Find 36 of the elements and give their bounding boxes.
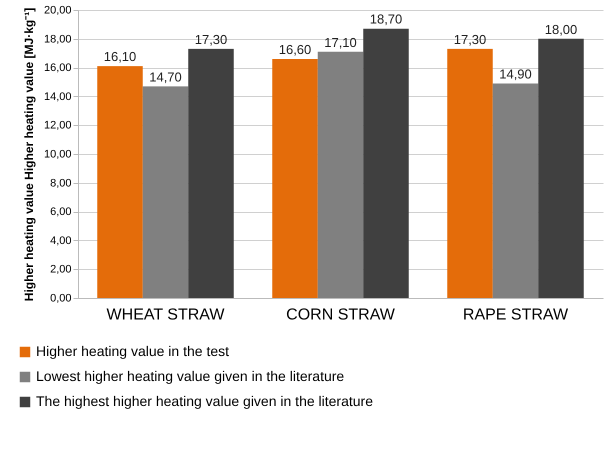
y-axis-title: Higher heating value Higher heating value [MJ·kg⁻¹] (22, 8, 36, 302)
y-tick-label: 10,00 (44, 148, 72, 160)
data-label: 14,70 (149, 69, 182, 84)
bar (447, 48, 493, 298)
legend-label: Higher heating value in the test (36, 343, 230, 359)
data-label: 16,10 (104, 49, 136, 64)
data-label: 17,30 (454, 32, 486, 47)
data-label: 17,30 (194, 32, 228, 47)
x-tick-label: RAPE STRAW (462, 306, 569, 324)
y-tick-label: 4,00 (50, 234, 72, 247)
bar (492, 83, 538, 298)
x-tick-label: CORN STRAW (286, 306, 396, 324)
y-tick-label: 6,00 (50, 206, 72, 218)
data-label: 18,70 (370, 12, 402, 27)
bar (363, 28, 409, 298)
bar (97, 66, 143, 298)
y-tick-label: 12,00 (44, 120, 72, 132)
legend-label: Lowest higher heating value given in the literature (36, 368, 344, 384)
bar (318, 52, 364, 298)
bar (142, 86, 188, 298)
data-label: 18,00 (544, 22, 578, 37)
y-tick-label: 14,00 (44, 90, 72, 103)
y-tick-label: 18,00 (44, 33, 72, 46)
legend-label: The highest higher heating value given in the literature (36, 393, 374, 409)
bar (188, 48, 234, 298)
y-tick-label: 2,00 (50, 264, 72, 276)
data-label: 16,60 (278, 42, 312, 57)
y-tick-label: 16,00 (44, 62, 72, 74)
y-tick-label: 20,00 (44, 4, 72, 16)
y-tick-label: 0,00 (50, 292, 72, 304)
bar (272, 58, 318, 298)
data-label: 14,90 (499, 66, 532, 82)
y-tick-label: 8,00 (50, 177, 72, 190)
x-tick-label: WHEAT STRAW (106, 306, 226, 324)
bar (538, 38, 584, 298)
data-label: 17,10 (324, 34, 357, 50)
